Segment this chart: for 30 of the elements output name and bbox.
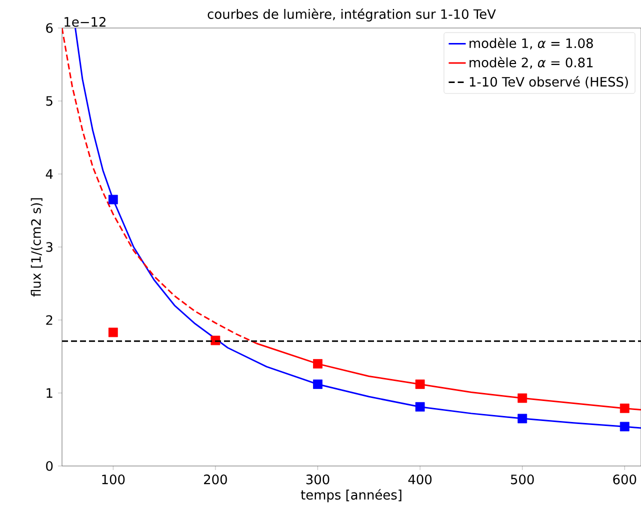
x-tick-label: 500	[510, 474, 534, 484]
x-tick-label: 400	[408, 474, 432, 484]
chart-title: courbes de lumière, intégration sur 1-10 TeV	[208, 8, 496, 22]
point	[415, 402, 425, 412]
point	[415, 380, 425, 389]
y-tick-label: 6	[46, 23, 53, 33]
y-tick-label: 3	[46, 242, 52, 252]
point	[313, 359, 322, 368]
legend-label: modèle 1, α = 1.08	[470, 38, 593, 50]
point	[518, 414, 528, 424]
x-tick-label: 600	[613, 474, 636, 484]
legend-label: 1-10 TeV observé (HESS)	[470, 76, 628, 88]
legend-label: modèle 2, α = 0.81	[470, 56, 593, 69]
x-tick-label: 100	[102, 474, 125, 484]
text: 1e−12	[64, 17, 106, 27]
y-tick-label: 0	[46, 461, 53, 471]
x-axis-title: temps [années]	[300, 489, 402, 502]
y-tick-label: 1	[46, 388, 52, 398]
point	[313, 380, 322, 389]
y-axis-title: flux [1/(cm2 s)]	[30, 198, 42, 297]
point	[518, 393, 528, 403]
point	[620, 404, 630, 414]
x-tick-label: 300	[306, 474, 330, 484]
y-tick-label: 4	[46, 169, 53, 179]
point	[620, 422, 630, 432]
x-tick-label: 200	[204, 474, 227, 484]
point	[108, 328, 118, 338]
y-tick-label: 2	[46, 315, 52, 325]
point	[108, 194, 118, 204]
y-tick-label: 5	[46, 96, 52, 106]
